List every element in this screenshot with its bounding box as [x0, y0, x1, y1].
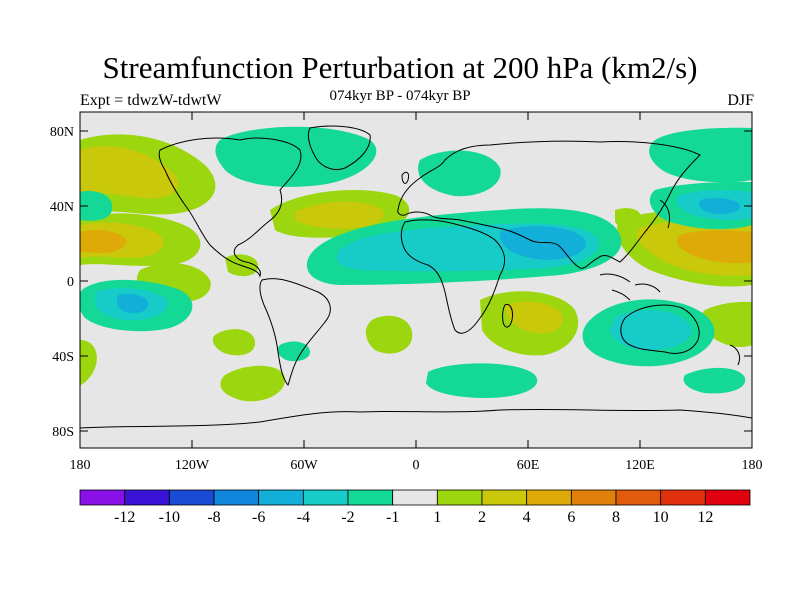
lat-label: 80N: [50, 125, 74, 140]
lat-label: 40N: [50, 200, 74, 215]
colorbar-swatch: [436, 489, 483, 506]
anomaly-neg-south-pacific-max: [116, 293, 149, 314]
colorbar-swatch: [79, 489, 126, 506]
anomaly-pos-west-pacific-north: [615, 208, 641, 229]
lon-label: 180: [70, 458, 91, 473]
anomaly-pos-southern-ocean-west: [80, 340, 97, 385]
colorbar-label: 6: [567, 509, 575, 526]
colorbar-label: -2: [341, 509, 354, 526]
colorbar-swatch: [213, 489, 260, 506]
anomaly-pos-south-pacific: [212, 329, 255, 356]
colorbar-label: 8: [612, 509, 620, 526]
colorbar-swatch: [392, 489, 438, 506]
anomaly-pos-north-atlantic-core: [295, 201, 384, 229]
colorbar-label: -12: [114, 509, 135, 526]
coast-north-america: [158, 137, 302, 278]
coast-uk: [401, 171, 409, 184]
lon-label: 60W: [290, 458, 318, 473]
colorbar-swatch: [660, 489, 706, 506]
colorbar-labels: -12 -10 -8 -6 -4 -2 -1 1 2 4 6 8 10 12: [114, 509, 713, 526]
colorbar-label: 10: [653, 509, 669, 526]
map-title: Streamfunction Perturbation at 200 hPa (…: [102, 50, 698, 85]
season-label: DJF: [727, 92, 754, 109]
lon-label: 0: [413, 458, 420, 473]
colorbar-swatch: [615, 489, 662, 506]
anomaly-neg-southern-ocean-far-east: [683, 367, 746, 394]
lat-label: 80S: [52, 425, 74, 440]
lat-label: 40S: [52, 350, 74, 365]
anomaly-pos-south-atlantic: [365, 315, 413, 354]
longitude-labels: 180 120W 60W 0 60E 120E 180: [70, 458, 763, 473]
colorbar: [79, 489, 751, 506]
anomaly-pos-central-pacific-max: [80, 230, 127, 253]
coast-australia: [620, 304, 700, 354]
lon-label: 120E: [625, 458, 655, 473]
coast-new-zealand: [729, 344, 741, 366]
colorbar-label: -4: [297, 509, 310, 526]
colorbar-label: -8: [207, 509, 220, 526]
colorbar-label: 12: [697, 509, 713, 526]
anomaly-neg-northwest-pacific-max: [698, 197, 741, 215]
experiment-label: Expt = tdwzW-tdwtW: [80, 92, 222, 109]
lon-label: 60E: [517, 458, 540, 473]
coastlines: [80, 125, 752, 429]
coast-eurasia: [397, 140, 701, 269]
lat-label: 0: [67, 275, 74, 290]
coast-maritime-continent: [599, 273, 661, 301]
colorbar-swatch: [302, 489, 349, 506]
anomaly-pos-north-pacific-core: [80, 146, 179, 199]
colorbar-label: 4: [523, 509, 531, 526]
anomaly-neg-north-pacific-edge: [80, 190, 113, 221]
colorbar-swatch: [258, 489, 304, 506]
coast-greenland: [307, 125, 371, 171]
colorbar-label: 2: [478, 509, 486, 526]
lon-label: 180: [742, 458, 763, 473]
anomaly-pos-southern-africa-core: [505, 301, 563, 334]
colorbar-swatch: [124, 489, 170, 506]
anomaly-pos-southern-ocean-pacific: [220, 365, 285, 402]
latitude-labels: 80N 40N 0 40S 80S: [50, 125, 74, 440]
lon-label: 120W: [175, 458, 210, 473]
anomaly-neg-southern-ocean-east: [426, 363, 538, 398]
coast-japan: [659, 199, 671, 229]
anomaly-neg-greenland: [298, 135, 345, 166]
anomaly-pos-west-pacific-max: [676, 230, 752, 264]
colorbar-swatch: [570, 489, 617, 506]
colorbar-swatch: [168, 489, 215, 506]
coast-madagascar: [502, 303, 513, 328]
colorbar-swatch: [704, 489, 751, 506]
anomaly-neg-australia-core: [610, 309, 692, 351]
colorbar-swatch: [526, 489, 572, 506]
coast-south-america: [259, 278, 331, 386]
period-label: 074kyr BP - 074kyr BP: [329, 88, 471, 104]
colorbar-label: -1: [386, 509, 399, 526]
colorbar-label: -10: [159, 509, 180, 526]
field-contours: [80, 126, 752, 402]
anomaly-neg-patagonia: [277, 341, 310, 362]
colorbar-label: -6: [252, 509, 265, 526]
coast-africa: [400, 219, 506, 334]
colorbar-swatch: [347, 489, 394, 506]
colorbar-swatch: [481, 489, 528, 506]
colorbar-label: 1: [433, 509, 441, 526]
axis-ticks: [79, 112, 753, 448]
coast-antarctica: [80, 408, 752, 429]
anomaly-neg-europe: [418, 150, 501, 197]
